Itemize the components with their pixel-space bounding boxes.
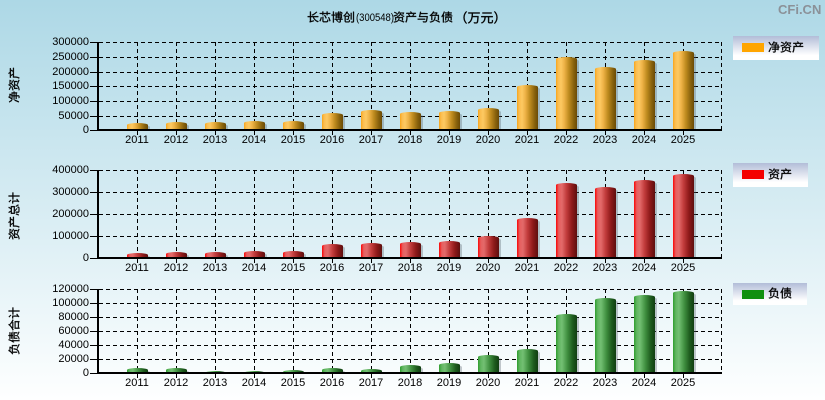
svg-text:(300548): (300548)	[356, 12, 394, 24]
